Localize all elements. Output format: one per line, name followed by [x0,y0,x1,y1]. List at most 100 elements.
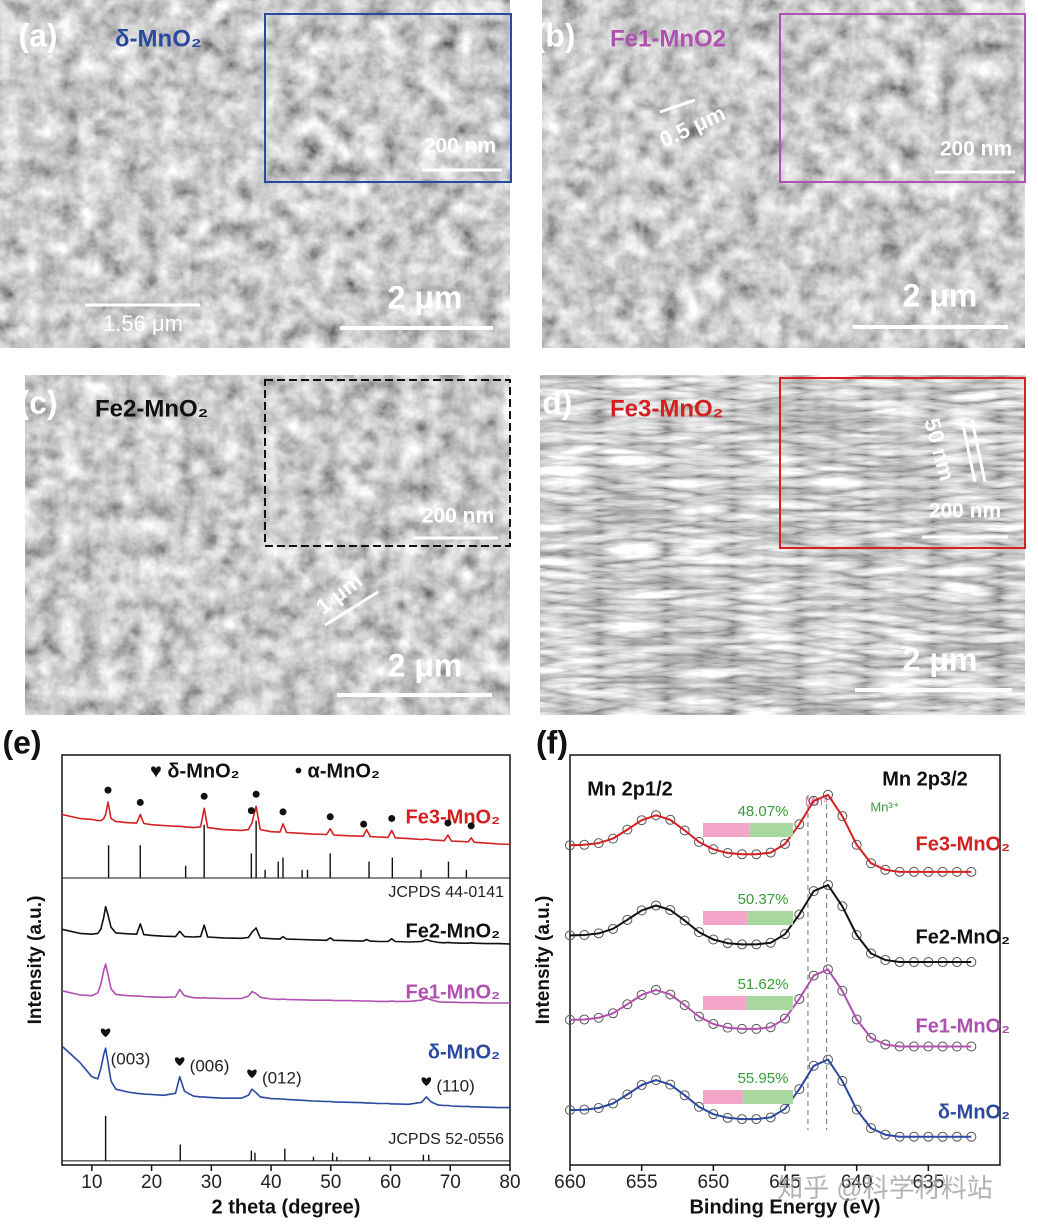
fit-envelope [569,1058,972,1138]
inset-border [779,377,1026,549]
legend-entry: ♥ δ-MnO₂ [150,760,240,782]
data-point [636,815,647,826]
data-point [679,1090,690,1101]
inset-border [264,13,512,183]
data-point [608,1008,618,1019]
data-point [866,1032,876,1043]
alpha-marker [326,813,334,821]
data-point [651,1075,661,1086]
inset-scale-label: 200 nm [422,505,494,528]
panel-label: (c) [18,384,57,420]
data-point [651,984,661,995]
fit-envelope [569,793,972,873]
data-point [823,879,833,890]
series-label: Fe1-MnO₂ [916,1015,1010,1037]
sample-label: δ-MnO₂ [115,25,202,52]
peak-label: (012) [262,1069,302,1088]
inset-image [780,14,1025,182]
xrd-pattern [61,1045,510,1109]
mn4-bar [703,823,750,837]
panel-label: (e) [2,724,41,760]
fraction-label: 50.37% [738,891,789,908]
y-axis-label: Intensity (a.u.) [533,896,554,1025]
data-point [780,929,790,940]
data-point [708,934,719,945]
alpha-marker [200,792,208,800]
x-tick-label: 645 [769,1172,801,1193]
peak-label: Mn 2p1/2 [587,778,673,800]
peak-label: (110) [436,1076,474,1095]
peak-label: (003) [111,1050,151,1069]
series-label: Fe3-MnO₂ [916,833,1010,855]
data-point [694,1101,704,1112]
alpha-marker [252,790,260,798]
data-point [851,1014,862,1025]
sample-label: Fe1-MnO2 [610,25,726,52]
x-tick-label: 80 [499,1172,520,1193]
data-point [694,1011,704,1022]
inset-border [264,379,511,547]
delta-marker [174,1057,185,1066]
inset-scale-label: 200 nm [929,500,1001,523]
data-point [679,825,690,836]
data-point [794,993,805,1004]
data-point [851,839,862,850]
scale-label: 2 μm [388,279,463,315]
y-axis-label: Intensity (a.u.) [25,896,46,1025]
x-tick-label: 640 [841,1172,873,1193]
data-point [866,948,876,959]
alpha-marker [467,822,475,830]
series-label: Fe2-MnO₂ [916,926,1010,948]
extra-scale-label: 1.56 μm [103,311,183,336]
inset-scale-label: 200 nm [424,135,496,158]
data-point [780,1103,790,1114]
data-point [808,795,819,806]
mn4-bar [703,911,748,925]
data-point [823,964,833,975]
data-point [636,989,647,1000]
data-point [636,1080,647,1091]
data-point [794,819,805,830]
data-point [608,1098,618,1109]
data-point [622,824,633,835]
reference-label: JCPDS 52-0556 [388,1131,504,1148]
inset-image [265,14,511,182]
mn3-bar [746,996,793,1010]
data-point [679,1000,690,1011]
fraction-label: 48.07% [738,803,789,820]
x-tick-label: 660 [554,1172,586,1193]
data-point [708,1018,719,1029]
data-point [679,915,690,926]
data-point [866,858,876,869]
alpha-marker [444,819,452,827]
component-label: Mn³⁺ [870,799,899,814]
data-point [837,985,848,996]
mn3-bar [742,1090,793,1104]
data-point [665,814,676,825]
x-tick-label: 70 [440,1172,461,1193]
panel-label: (b) [535,17,576,53]
peak-label: Mn 2p3/2 [882,768,968,790]
data-point [780,838,790,849]
mn4-bar [703,996,747,1010]
mn4-bar [703,1090,743,1104]
data-point [823,1054,833,1065]
data-point [622,1089,633,1100]
data-point [780,1013,790,1024]
data-point [651,810,661,821]
extra-scale-bar [324,590,379,627]
data-point [622,914,633,925]
fit-envelope [569,968,972,1048]
data-point [636,905,647,916]
series-label: δ-MnO₂ [428,1041,500,1063]
xrd-pattern [61,905,511,945]
x-tick-label: 635 [912,1172,944,1193]
inset-scale-label: 200 nm [940,138,1012,161]
data-point [837,1075,848,1086]
alpha-marker [104,786,112,794]
series-label: Fe3-MnO₂ [406,806,500,828]
mn3-bar [749,823,793,837]
alpha-marker [360,820,368,828]
x-tick-label: 30 [201,1172,222,1193]
series-label: Fe1-MnO₂ [406,981,500,1003]
